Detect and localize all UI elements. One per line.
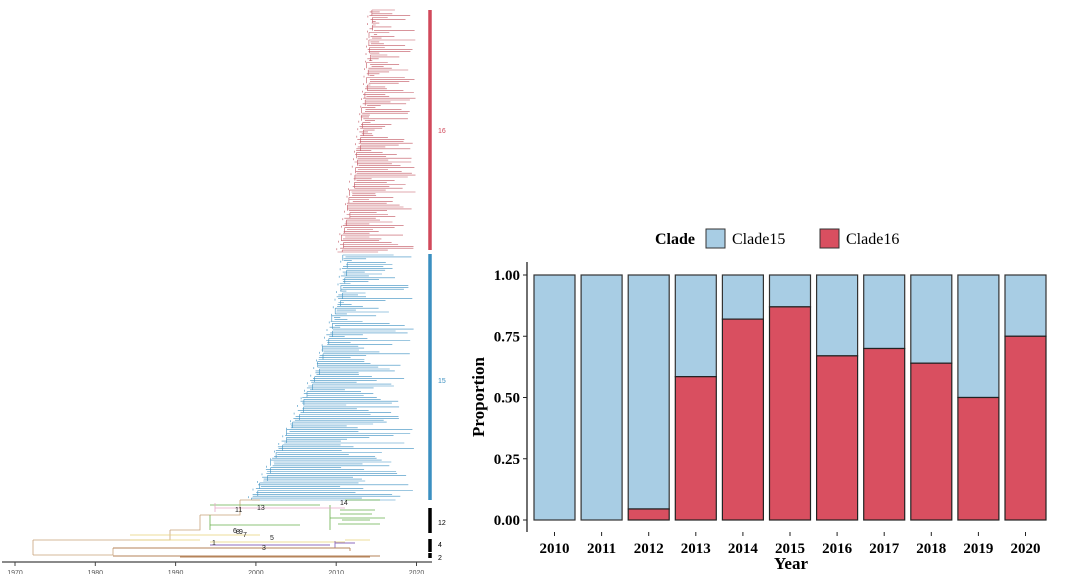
bar-clade15-2011 [580,274,623,521]
y-axis-title: Proportion [469,356,488,437]
node-label-7: 7 [243,532,247,539]
clade-2-branches [113,547,380,558]
bar-clade16-2017 [863,347,906,521]
clade-label-16: 16 [438,128,446,135]
clade-yellow-branches [130,534,370,543]
bar-clade16-2019 [957,396,1000,521]
node-label-6: 6 [233,528,237,535]
tree-x-tick-label: 2000 [248,570,264,574]
clade-branches [336,9,416,253]
node-label-3: 3 [262,545,266,552]
y-tick-label: 0.75 [494,329,520,345]
bar-clade16-2012 [627,508,670,521]
x-tick-label: 2013 [681,541,711,557]
x-tick-label: 2014 [728,541,759,557]
legend: Clade Clade15 Clade16 [655,228,899,249]
legend-swatch-clade15 [705,228,726,249]
bar-clade15-2017 [863,274,906,350]
y-tick-label: 0.50 [494,391,520,407]
x-axis-title: Year [774,554,808,573]
bar-clade15-2013 [674,274,717,378]
bar-clade15-2019 [957,274,1000,399]
clade-12-tips [338,499,380,525]
clade-label-15: 15 [438,378,446,385]
x-tick-label: 2011 [587,541,616,557]
bar-clade15-2018 [910,274,953,364]
clade-label-4: 4 [438,542,442,549]
tree-x-tick-label: 1970 [7,570,23,574]
node-label-1: 1 [212,540,216,547]
x-tick-label: 2012 [634,541,664,557]
node-label-5: 5 [270,535,274,542]
node-label-9: 9 [239,529,243,536]
tree-x-tick-label: 2020 [409,570,425,574]
legend-swatch-clade16 [819,228,840,249]
node-label-11: 11 [235,507,242,514]
x-tick-label: 2018 [916,541,946,557]
bar-clade15-2010 [533,274,576,521]
bar-clade16-2015 [768,306,812,521]
x-tick-label: 2017 [869,541,900,557]
legend-label-clade15: Clade15 [732,231,785,248]
tree-x-tick-label: 1980 [88,570,104,574]
node-label-13: 13 [257,505,265,512]
x-tick-label: 2020 [1011,541,1041,557]
x-tick-label: 2010 [540,541,570,557]
legend-label-clade16: Clade16 [846,231,899,248]
bar-clade16-2018 [910,362,953,521]
y-tick-label: 0.00 [494,513,520,529]
bar-clade16-2014 [721,318,765,521]
bar-clade16-2016 [815,355,859,521]
clade-label-12: 12 [438,520,446,527]
clade-label-2: 2 [438,555,442,562]
bar-clade15-2015 [768,274,812,308]
tree-x-tick-label: 2010 [328,570,344,574]
bar-clade15-2014 [721,274,765,320]
x-tick-label: 2016 [822,541,853,557]
y-tick-label: 1.00 [494,268,520,284]
clade-4-branches [210,541,355,548]
tree-x-tick-label: 1990 [168,570,184,574]
clade-branches [248,254,414,501]
clade-12-branches [209,504,385,530]
clade-15 [248,254,414,501]
x-tick-label: 2019 [963,541,993,557]
clade-pink-branches [214,503,345,512]
bar-clade15-2016 [815,274,859,357]
bar-clade15-2012 [627,274,670,510]
node-label-14: 14 [340,500,348,507]
legend-title: Clade [655,231,695,248]
y-tick-label: 0.25 [494,452,520,468]
x-tick-label: 2015 [775,541,805,557]
bar-clade16-2020 [1004,335,1047,521]
bar-clade15-2020 [1004,274,1047,337]
node-label-8: 8 [236,529,240,536]
clade-16 [336,9,416,253]
bar-clade16-2013 [674,376,717,521]
